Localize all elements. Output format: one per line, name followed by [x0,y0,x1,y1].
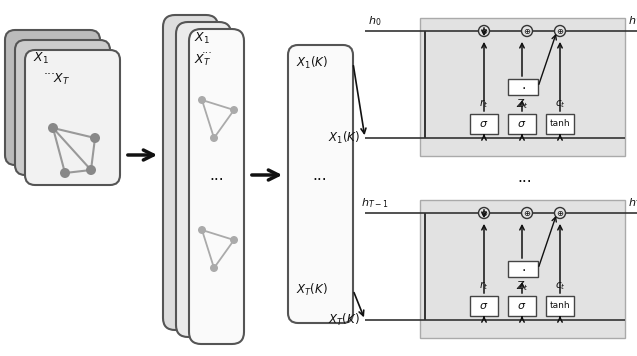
Text: ...: ... [44,63,56,77]
Bar [508,261,538,277]
Bar [546,114,574,134]
Text: $\sigma$: $\sigma$ [479,119,489,129]
Text: $X_T(K)$: $X_T(K)$ [296,282,328,298]
Circle shape [230,236,238,244]
Bar [508,296,536,316]
Text: $c_t$: $c_t$ [555,98,566,110]
Text: $Z_t$: $Z_t$ [516,97,528,111]
Text: $h_1$: $h_1$ [628,14,637,28]
Text: $\cdot$: $\cdot$ [520,80,526,94]
Circle shape [48,123,58,133]
Text: $r_t$: $r_t$ [479,279,489,292]
Text: $h_{T-1}$: $h_{T-1}$ [361,196,389,210]
Circle shape [60,168,70,178]
Text: tanh: tanh [550,120,570,129]
Circle shape [198,226,206,234]
Bar [420,18,625,156]
Circle shape [90,133,100,143]
FancyBboxPatch shape [288,45,353,323]
Bar [420,200,625,338]
Circle shape [478,208,489,219]
Text: $Z_t$: $Z_t$ [516,279,528,293]
Text: $c_t$: $c_t$ [555,280,566,292]
FancyBboxPatch shape [176,22,231,337]
Circle shape [86,165,96,175]
Text: $X_T$: $X_T$ [53,72,70,87]
Text: ⊕: ⊕ [557,209,564,218]
Circle shape [210,264,218,272]
FancyBboxPatch shape [163,15,218,330]
Text: $X_1$: $X_1$ [194,31,210,46]
Text: $\sigma$: $\sigma$ [479,301,489,311]
Text: $X_T$: $X_T$ [194,52,211,68]
Text: ...: ... [210,168,224,183]
Text: $r_t$: $r_t$ [479,98,489,110]
Circle shape [522,208,533,219]
Text: ⊕: ⊕ [524,209,531,218]
FancyBboxPatch shape [15,40,110,175]
Text: ...: ... [518,171,533,185]
FancyBboxPatch shape [189,29,244,344]
Bar [470,114,498,134]
Circle shape [210,134,218,142]
Text: $X_1(K)$: $X_1(K)$ [328,130,360,146]
Circle shape [478,26,489,37]
Bar [546,296,574,316]
Bar [508,79,538,95]
Text: ...: ... [202,45,213,55]
Circle shape [230,106,238,114]
Text: $X_1(K)$: $X_1(K)$ [296,55,328,71]
Text: ⊗: ⊗ [480,26,487,36]
Text: $X_T(K)$: $X_T(K)$ [328,312,360,328]
Text: ⊕: ⊕ [557,26,564,36]
Bar [470,296,498,316]
Text: ⊗: ⊗ [480,209,487,218]
Text: $h_T$: $h_T$ [628,196,637,210]
FancyBboxPatch shape [25,50,120,185]
Circle shape [554,26,566,37]
Text: $\sigma$: $\sigma$ [517,301,527,311]
Text: $X_1$: $X_1$ [33,51,49,66]
Text: ⊕: ⊕ [524,26,531,36]
Circle shape [198,96,206,104]
Text: ...: ... [313,168,327,183]
FancyBboxPatch shape [5,30,100,165]
Bar [508,114,536,134]
Text: tanh: tanh [550,302,570,310]
Text: $\sigma$: $\sigma$ [517,119,527,129]
Circle shape [554,208,566,219]
Text: $h_0$: $h_0$ [368,14,382,28]
Circle shape [522,26,533,37]
Text: $\cdot$: $\cdot$ [520,262,526,276]
